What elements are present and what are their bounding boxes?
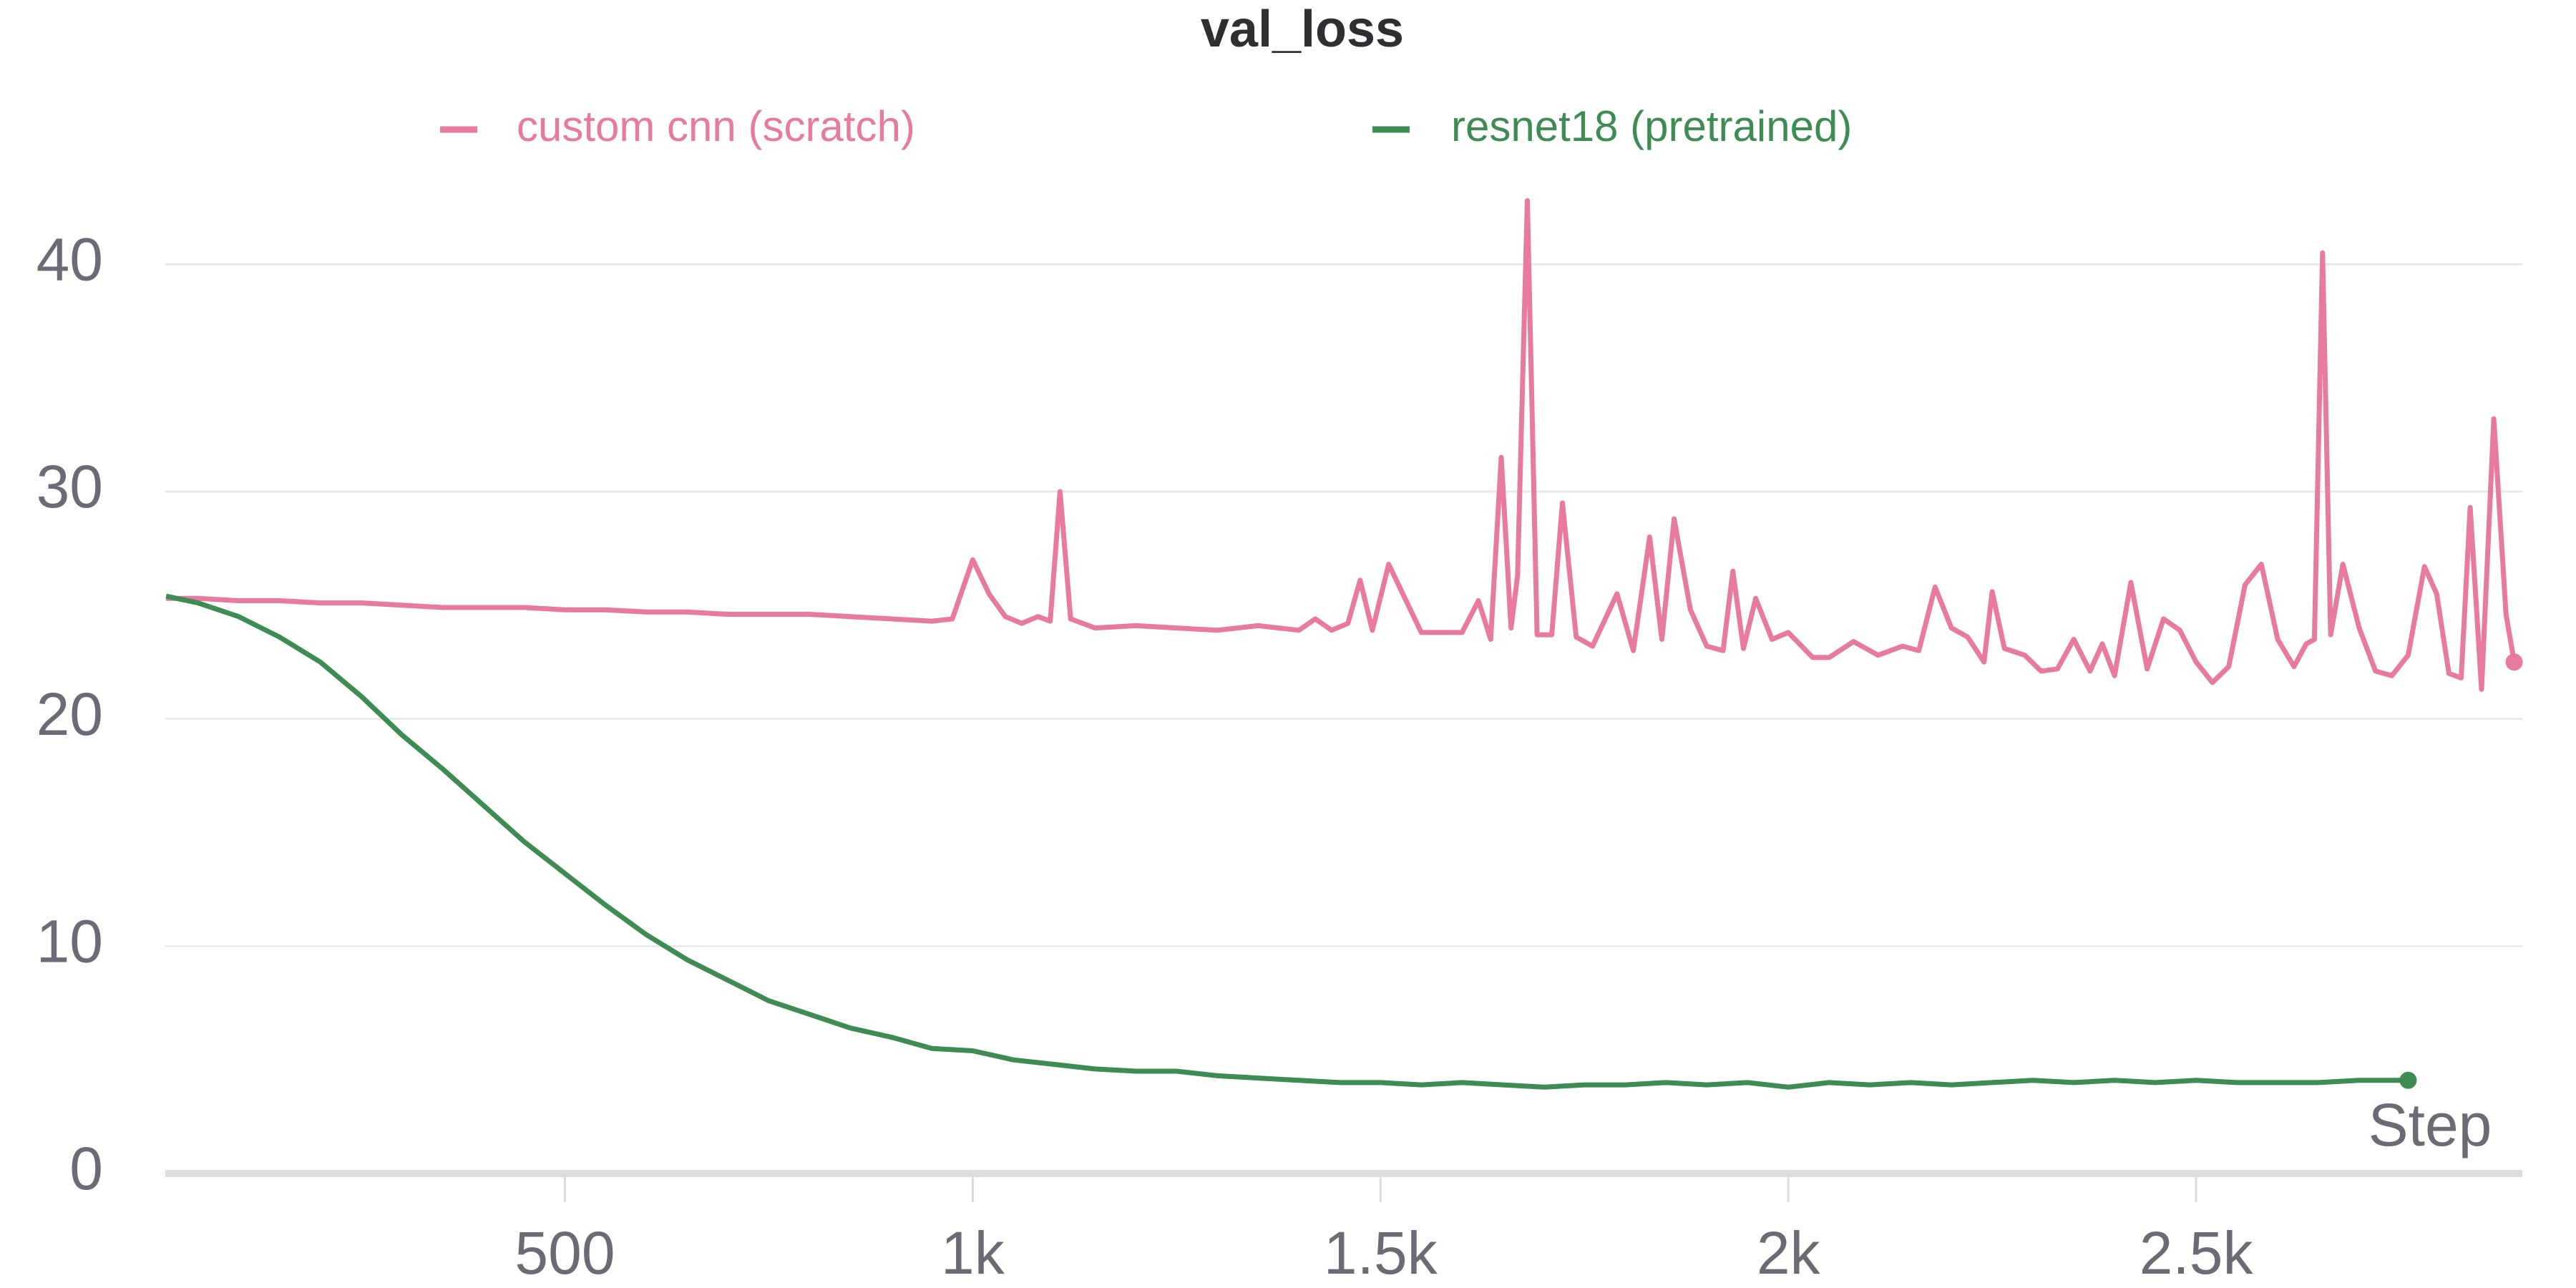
legend-label: resnet18 (pretrained) bbox=[1451, 102, 1852, 150]
x-tick-label: 2k bbox=[1757, 1219, 1821, 1287]
series-line bbox=[166, 197, 2517, 692]
x-axis-label: Step bbox=[2368, 1091, 2492, 1158]
end-point bbox=[2399, 1071, 2417, 1089]
x-tick-label: 2.5k bbox=[2140, 1219, 2254, 1287]
x-tick-label: 1.5k bbox=[1324, 1219, 1438, 1287]
legend-label: custom cnn (scratch) bbox=[517, 102, 915, 150]
y-tick-label: 40 bbox=[36, 225, 103, 293]
y-tick-label: 30 bbox=[36, 453, 103, 520]
y-tick-label: 10 bbox=[36, 908, 103, 975]
chart-title: val_loss bbox=[1201, 1, 1404, 58]
y-tick-label: 0 bbox=[69, 1135, 103, 1202]
series-line bbox=[165, 593, 2409, 1090]
end-point bbox=[2505, 653, 2523, 671]
y-tick-label: 20 bbox=[36, 680, 103, 748]
x-tick-label: 500 bbox=[514, 1219, 615, 1287]
x-tick-label: 1k bbox=[941, 1219, 1005, 1287]
